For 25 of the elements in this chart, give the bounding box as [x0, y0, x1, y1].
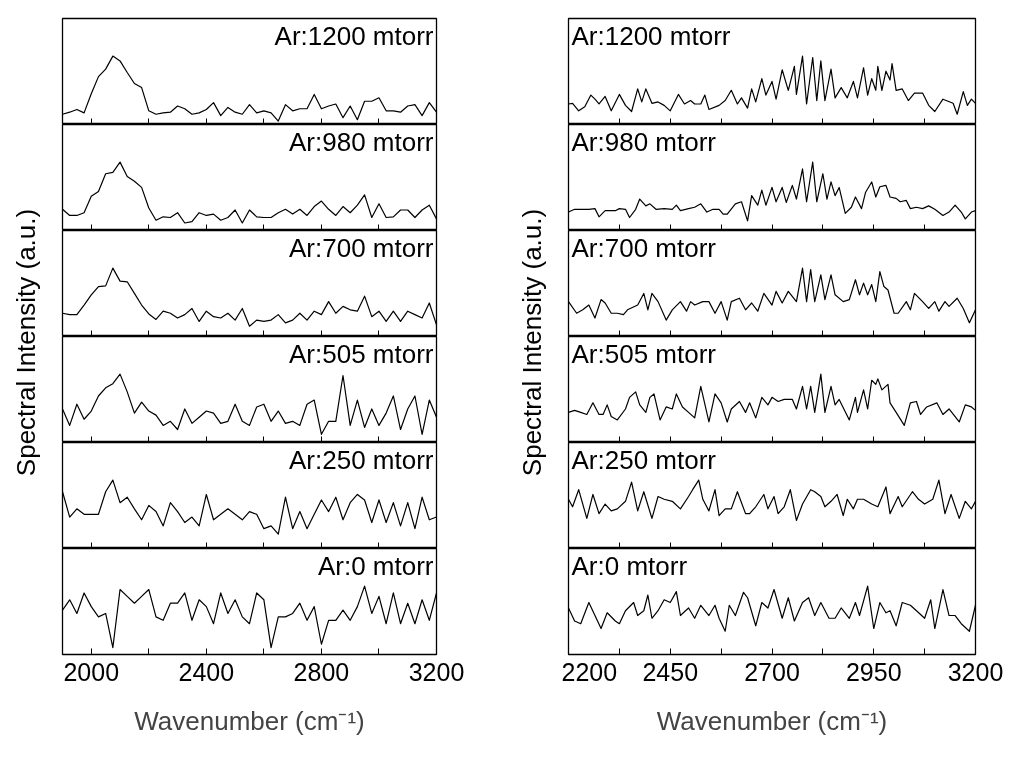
x-tick-label: 2950 [845, 657, 902, 686]
x-tick-label: 2200 [561, 657, 618, 686]
text: Ar:250 mtorr [289, 444, 434, 475]
x-axis-title: Wavenumber (cm⁻¹) [134, 705, 365, 736]
x-tick-label: 3200 [947, 657, 1004, 686]
x-tick-label: 3200 [408, 657, 465, 686]
text: Ar:1200 mtorr [274, 20, 434, 51]
x-tick-label: 2450 [642, 657, 699, 686]
text: Ar:505 mtorr [571, 338, 717, 369]
x-tick-label: 2700 [744, 657, 800, 686]
text: Ar:1200 mtorr [571, 20, 731, 51]
text: Ar:0 mtorr [571, 550, 688, 581]
x-tick-label: 2800 [293, 657, 350, 686]
x-axis-title: Wavenumber (cm⁻¹) [656, 705, 888, 736]
text: Ar:505 mtorr [289, 338, 434, 369]
text: Ar:250 mtorr [571, 444, 717, 475]
x-tick-label: 2400 [178, 657, 235, 686]
text: Ar:980 mtorr [289, 126, 434, 157]
text: Ar:0 mtorr [317, 550, 434, 581]
text: Ar:980 mtorr [571, 126, 717, 157]
x-tick-label: 2000 [63, 657, 120, 686]
text: Ar:700 mtorr [289, 232, 434, 263]
text: Ar:700 mtorr [571, 232, 717, 263]
y-axis-title: Spectral Intensity (a.u.) [10, 208, 41, 477]
y-axis-title: Spectral Intensity (a.u.) [516, 208, 547, 477]
